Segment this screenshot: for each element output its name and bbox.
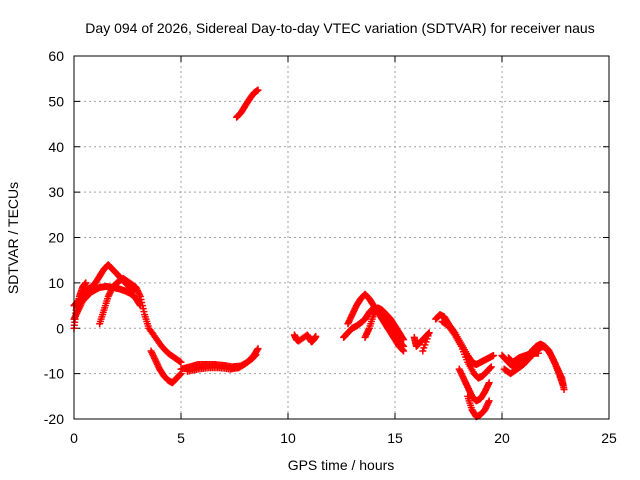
x-tick-label: 0 <box>70 430 78 446</box>
data-point <box>254 345 262 353</box>
chart-title: Day 094 of 2026, Sidereal Day-to-day VTE… <box>85 20 594 36</box>
x-tick-label: 25 <box>601 430 617 446</box>
data-point <box>252 351 260 359</box>
series-s7 <box>183 351 260 375</box>
grid-lines <box>74 56 609 419</box>
series-s12 <box>361 304 408 344</box>
data-point <box>82 279 90 287</box>
series-s1 <box>70 283 144 323</box>
data-point <box>487 363 495 371</box>
series-s5 <box>147 347 185 387</box>
y-tick-label: 50 <box>48 93 64 109</box>
x-tick-label: 20 <box>494 430 510 446</box>
data-point <box>489 351 497 359</box>
series-s20 <box>504 349 542 366</box>
data-point <box>254 86 262 94</box>
data-point <box>419 347 427 355</box>
series-s15 <box>438 317 495 382</box>
series-s16 <box>455 365 493 405</box>
y-tick-label: 40 <box>48 139 64 155</box>
data-point <box>559 381 567 389</box>
y-axis-label: SDTVAR / TECUs <box>5 182 21 294</box>
data-point <box>400 342 408 350</box>
data-marks <box>70 86 568 421</box>
y-tick-label: -10 <box>44 366 64 382</box>
series-s8 <box>233 86 262 121</box>
data-point <box>534 349 542 357</box>
data-point <box>177 358 185 366</box>
x-tick-label: 5 <box>177 430 185 446</box>
y-tick-label: 30 <box>48 184 64 200</box>
data-point <box>485 379 493 387</box>
series-s9 <box>290 331 320 346</box>
series-s17 <box>464 392 493 421</box>
plot-frame <box>73 55 610 420</box>
x-tick-label: 15 <box>387 430 403 446</box>
y-tick-label: 10 <box>48 275 64 291</box>
data-point <box>400 336 408 344</box>
series-s13 <box>410 329 433 355</box>
data-point <box>312 332 320 340</box>
series-s11 <box>344 290 408 350</box>
x-axis-label: GPS time / hours <box>288 457 395 473</box>
axis-ticks: 0 5 10 15 20 25 -20 -10 0 10 20 30 40 50 60 <box>44 48 617 446</box>
y-tick-label: 0 <box>56 320 64 336</box>
x-tick-label: 10 <box>280 430 296 446</box>
y-tick-label: 60 <box>48 48 64 64</box>
series-s19 <box>500 342 567 389</box>
y-tick-label: 20 <box>48 230 64 246</box>
data-point <box>485 397 493 405</box>
data-point <box>560 386 568 394</box>
series-s4 <box>96 274 185 366</box>
y-tick-label: -20 <box>44 411 64 427</box>
data-point <box>176 358 184 366</box>
